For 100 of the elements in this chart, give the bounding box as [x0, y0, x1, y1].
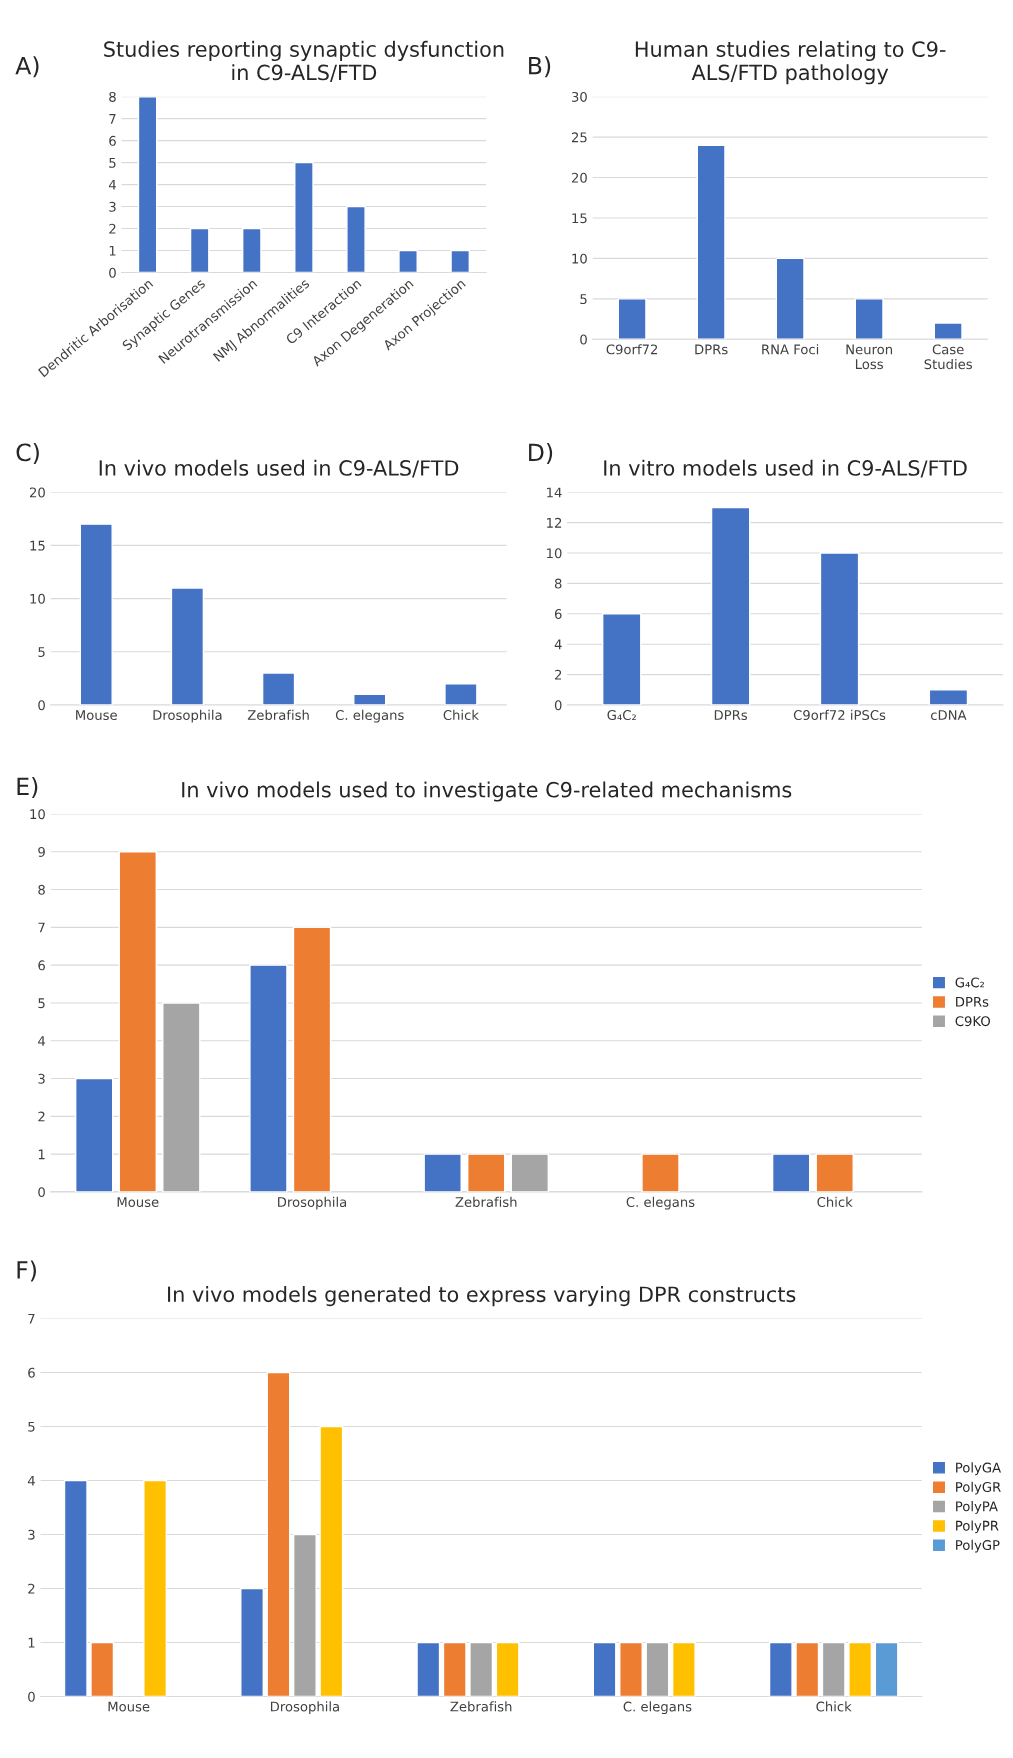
- bar: [928, 689, 969, 705]
- y-tick-label: 9: [38, 846, 45, 857]
- bar: [266, 1371, 291, 1697]
- x-tick-label: C9orf72: [606, 344, 658, 355]
- x-tick-label: Mouse: [76, 710, 117, 721]
- text: E): [17, 777, 38, 799]
- bar: [854, 298, 884, 340]
- x-tick-label: C. elegans: [626, 1196, 695, 1210]
- x-tick-label: Zebrafish: [450, 1701, 512, 1712]
- y-tick-label: 6: [38, 960, 45, 971]
- y-tick-label: 8: [554, 578, 562, 589]
- y-tick-label: 2: [28, 1583, 35, 1594]
- x-tick-label: G₄C₂: [607, 710, 636, 721]
- y-tick-label: 1: [38, 1149, 45, 1160]
- x-tick-label: Neuron Loss: [846, 344, 892, 370]
- bar: [819, 552, 860, 705]
- text: B): [529, 56, 551, 78]
- bar: [118, 851, 157, 1192]
- bar: [768, 1641, 793, 1697]
- legend-label: G₄C₂: [955, 977, 984, 988]
- chart-title: In vivo models used to investigate C9-related mechanisms: [182, 781, 792, 802]
- legend-label: PolyGR: [956, 1481, 1001, 1495]
- legend-label: PolyGP: [956, 1539, 1000, 1553]
- bar: [592, 1641, 617, 1697]
- y-tick-label: 7: [109, 114, 116, 124]
- bar: [346, 205, 366, 273]
- legend-label: PolyPR: [956, 1520, 999, 1534]
- bar: [848, 1641, 873, 1697]
- bar: [444, 682, 478, 705]
- text: D): [529, 443, 553, 465]
- bar: [815, 1153, 854, 1192]
- chart-title: In vitro models used in C9-ALS/FTD: [604, 459, 967, 478]
- bar: [143, 1479, 168, 1697]
- y-tick-label: 6: [554, 609, 562, 619]
- y-tick-label: 10: [30, 593, 45, 604]
- y-tick-label: 7: [28, 1313, 35, 1324]
- y-tick-label: 5: [38, 998, 45, 1009]
- y-tick-label: 0: [38, 700, 45, 711]
- bar: [162, 1002, 201, 1192]
- y-tick-label: 4: [27, 1475, 35, 1486]
- bar: [423, 1153, 462, 1192]
- y-tick-label: 3: [28, 1529, 35, 1540]
- bar: [416, 1641, 441, 1697]
- y-tick-label: 5: [109, 158, 116, 168]
- x-tick-label: C9orf72 iPSCs: [793, 709, 886, 721]
- x-tick-label: Drosophila: [153, 709, 222, 723]
- bar: [63, 1479, 88, 1697]
- bar: [292, 926, 332, 1192]
- y-tick-label: 6: [28, 1367, 35, 1378]
- bar: [645, 1641, 670, 1697]
- bar: [398, 249, 418, 273]
- y-tick-label: 10: [572, 253, 587, 264]
- x-tick-label: Zebrafish: [455, 1196, 517, 1207]
- bar: [775, 257, 805, 340]
- y-tick-label: 5: [38, 647, 45, 657]
- y-tick-label: 25: [571, 132, 587, 143]
- y-tick-label: 2: [38, 1111, 45, 1122]
- y-tick-label: 5: [580, 294, 587, 305]
- bar: [467, 1153, 506, 1192]
- y-tick-label: 12: [547, 517, 562, 528]
- y-tick-label: 5: [28, 1421, 35, 1432]
- bar: [874, 1641, 899, 1697]
- bar: [641, 1153, 680, 1192]
- x-tick-label: C. elegans: [335, 709, 404, 723]
- x-tick-label: DPRs: [695, 344, 728, 355]
- x-tick-label: Case Studies: [924, 344, 972, 370]
- bar: [821, 1641, 846, 1697]
- y-tick-label: 20: [29, 487, 45, 498]
- legend-label: DPRs: [956, 996, 989, 1007]
- y-tick-label: 2: [109, 223, 116, 234]
- y-tick-label: 4: [38, 1036, 46, 1046]
- legend-label: C9KO: [955, 1016, 990, 1027]
- bar: [319, 1425, 344, 1697]
- y-tick-label: 0: [554, 700, 562, 711]
- y-tick-label: 1: [28, 1637, 35, 1648]
- x-tick-label: Mouse: [108, 1701, 150, 1712]
- bar: [90, 1641, 115, 1697]
- y-tick-label: 14: [547, 487, 562, 498]
- bar: [495, 1641, 520, 1697]
- x-tick-label: cDNA: [930, 710, 967, 721]
- bar: [933, 322, 963, 340]
- bar: [261, 672, 296, 705]
- x-tick-label: DPRs: [714, 710, 748, 721]
- y-tick-label: 4: [108, 179, 116, 190]
- bar: [189, 227, 210, 273]
- y-tick-label: 20: [571, 172, 587, 183]
- bar: [294, 161, 314, 273]
- y-tick-label: 8: [38, 884, 45, 895]
- y-tick-label: 2: [554, 669, 562, 680]
- x-tick-label: Drosophila: [278, 1196, 347, 1210]
- bar: [619, 1641, 643, 1697]
- x-tick-label: C. elegans: [623, 1701, 692, 1715]
- chart-title: In vivo models generated to express varying DPR constructs: [168, 1286, 796, 1307]
- bar: [353, 693, 387, 705]
- y-tick-label: 8: [109, 91, 116, 102]
- y-tick-label: 6: [109, 135, 116, 146]
- text: A): [15, 56, 39, 78]
- bar: [442, 1641, 467, 1697]
- bar: [696, 144, 726, 340]
- y-tick-label: 0: [28, 1691, 35, 1702]
